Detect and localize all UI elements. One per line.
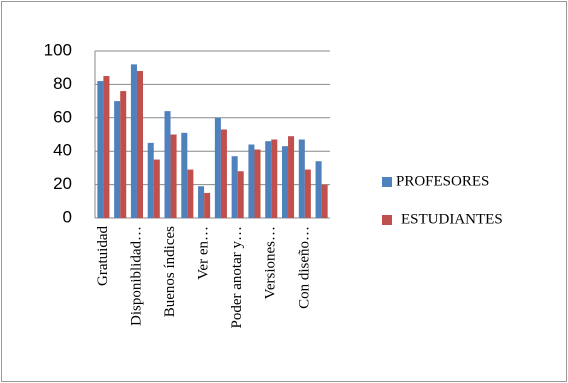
bar (130, 64, 137, 218)
y-tick-label: 40 (53, 141, 72, 160)
x-tick-label: Con diseño… (296, 226, 312, 309)
bar (254, 149, 261, 218)
bar (214, 117, 221, 218)
y-tick-label: 0 (63, 207, 72, 226)
bar (265, 141, 272, 218)
bar (187, 169, 194, 218)
legend-swatch (382, 177, 392, 187)
y-tick-label: 20 (53, 174, 72, 193)
x-tick-label: Disponiblidad… (128, 226, 144, 326)
bar (231, 156, 238, 218)
bar (304, 169, 311, 218)
bar (315, 161, 322, 218)
bar (114, 101, 121, 218)
bar (321, 184, 328, 218)
bar (181, 132, 188, 218)
bar (248, 144, 255, 218)
bar (170, 134, 177, 218)
legend-swatch (382, 215, 392, 225)
x-tick-label: Versiones… (263, 226, 279, 299)
bar (237, 171, 244, 218)
y-tick-label: 100 (44, 40, 72, 59)
bar (120, 91, 127, 218)
x-tick-label: Buenos índices (162, 226, 178, 317)
bar (97, 81, 104, 218)
x-tick-label: Poder anotar y… (229, 226, 245, 328)
bar (271, 139, 278, 218)
bar (103, 76, 110, 218)
bar (288, 136, 295, 218)
bar (147, 142, 154, 218)
y-tick-label: 80 (53, 74, 72, 93)
bar (204, 192, 211, 218)
x-tick-label: Ver en… (196, 226, 212, 280)
legend-label: PROFESORES (396, 173, 489, 189)
bar (281, 146, 289, 218)
bar (198, 186, 205, 218)
y-tick-label: 60 (53, 107, 72, 126)
legend-label: ESTUDIANTES (401, 211, 503, 227)
bar (220, 129, 227, 218)
x-tick-label: Gratuidad (95, 226, 111, 286)
bar (136, 71, 144, 218)
bar (298, 139, 305, 218)
bar (153, 159, 160, 218)
bar (164, 111, 171, 218)
